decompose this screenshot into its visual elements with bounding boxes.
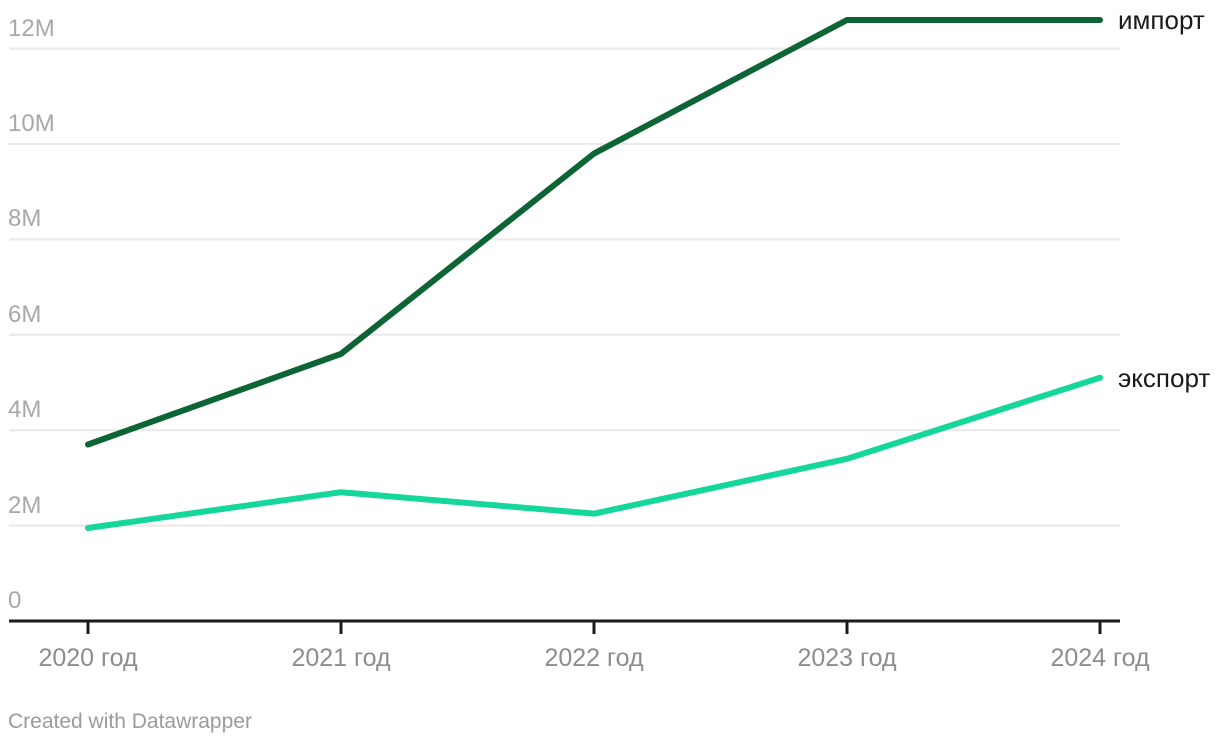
attribution: Created with Datawrapper xyxy=(8,710,252,733)
y-tick-label-2m: 2M xyxy=(8,491,42,519)
x-tick-label-2020: 2020 год xyxy=(38,644,138,672)
x-tick-label-2022: 2022 год xyxy=(544,644,644,672)
y-tick-label-8m: 8M xyxy=(8,205,42,233)
x-tick-label-2023: 2023 год xyxy=(797,644,897,672)
gridlines xyxy=(9,47,1120,527)
x-tick-label-2024: 2024 год xyxy=(1050,644,1150,672)
y-tick-label-10m: 10M xyxy=(8,110,55,137)
y-tick-label-6m: 6M xyxy=(8,300,42,328)
x-axis-line xyxy=(9,619,1120,634)
series-label-import: импорт xyxy=(1118,4,1205,35)
x-tick-label-2021: 2021 год xyxy=(291,644,391,672)
y-tick-label-0: 0 xyxy=(8,587,22,614)
export-line xyxy=(85,374,1103,531)
y-tick-label-4m: 4M xyxy=(8,396,42,424)
import-line xyxy=(85,16,1103,448)
series-label-export: экспорт xyxy=(1118,362,1211,393)
y-tick-label-12m: 12M xyxy=(8,14,55,42)
